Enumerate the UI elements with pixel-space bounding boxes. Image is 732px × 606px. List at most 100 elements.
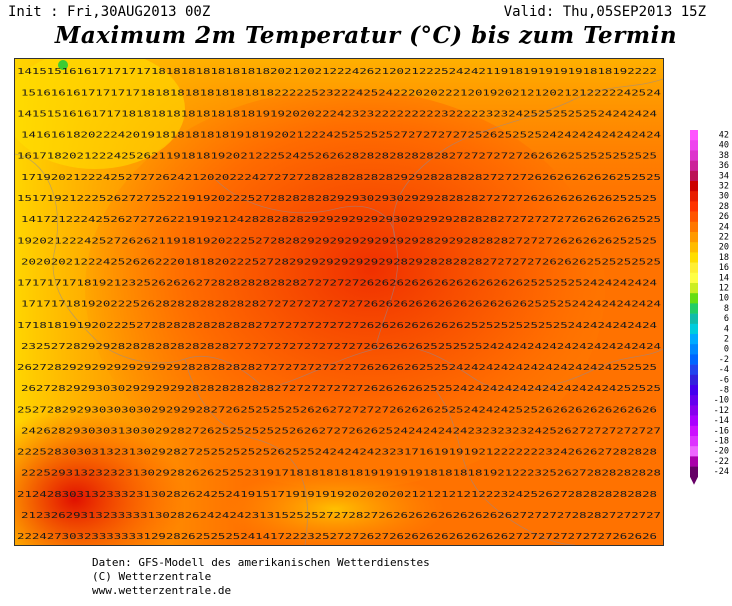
legend-label: 6 <box>724 314 729 324</box>
legend-swatch <box>690 272 698 284</box>
legend-label: 8 <box>724 304 729 314</box>
legend-swatch <box>690 303 698 314</box>
legend-swatch <box>690 374 698 386</box>
legend-label: -6 <box>719 375 729 385</box>
legend-label: -14 <box>714 416 729 426</box>
legend-swatch <box>690 436 698 447</box>
temperature-value-row: 1920212224252726262119181920222527282829… <box>17 236 657 245</box>
legend-label: -22 <box>714 457 729 467</box>
legend-swatch <box>690 150 698 161</box>
legend-label: 14 <box>719 273 729 283</box>
legend-swatch <box>690 344 698 355</box>
legend-swatch <box>690 323 698 335</box>
legend-label: -4 <box>719 365 729 375</box>
country-borders <box>15 78 663 545</box>
legend-label: 2 <box>724 335 729 345</box>
copyright-line: (C) Wetterzentrale <box>92 570 212 583</box>
legend-swatch <box>690 191 698 202</box>
temperature-map-canvas: 1415151616171717171818181818181818202120… <box>15 59 663 545</box>
temperature-value-row: 2124283031323332313028262425241915171919… <box>17 490 657 499</box>
legend-swatch <box>690 405 698 416</box>
legend-swatch <box>690 130 698 141</box>
legend-swatch <box>690 181 698 192</box>
legend-swatch <box>690 385 698 396</box>
legend-swatch <box>690 201 698 212</box>
init-time-label: Init : Fri,30AUG2013 00Z <box>8 4 211 20</box>
legend-swatch <box>690 466 698 478</box>
temperature-value-row: 2225283030313231302928272525252525262525… <box>17 448 657 457</box>
website-link[interactable]: www.wetterzentrale.de <box>92 584 232 597</box>
legend-swatch <box>690 456 698 467</box>
legend-label: -24 <box>714 467 729 477</box>
legend-label: 36 <box>719 161 729 171</box>
temperature-value-row: 2225293132323231302928262625252319171818… <box>21 469 661 478</box>
legend-label: -16 <box>714 426 729 436</box>
legend-swatch <box>690 252 698 263</box>
legend-swatch <box>690 446 698 457</box>
legend-swatch <box>690 242 698 253</box>
legend-label: 24 <box>719 222 729 232</box>
temperature-value-row: 1516161617171717181818181818181818222225… <box>21 88 661 97</box>
temperature-value-row: 1415151616171718181818181818181819192020… <box>17 109 657 118</box>
temperature-value-row: 1517192122252627272522191920222527282828… <box>17 194 657 203</box>
legend-swatch <box>690 293 698 304</box>
legend-label: -2 <box>719 355 729 365</box>
legend-label: -20 <box>714 447 729 457</box>
legend-swatch <box>690 140 698 151</box>
legend-label: 28 <box>719 202 729 212</box>
temperature-value-row: 2020202122242526262220181820222527282929… <box>21 257 661 266</box>
temperature-value-row: 2627282929292929292929282828282827272727… <box>17 363 657 372</box>
legend-label: 10 <box>719 294 729 304</box>
temperature-map: 1415151616171717171818181818181818202120… <box>14 58 664 546</box>
legend-label: -12 <box>714 406 729 416</box>
legend-label: 34 <box>719 171 729 181</box>
legend-label: 38 <box>719 151 729 161</box>
legend-label: 18 <box>719 253 729 263</box>
legend-swatch <box>690 313 698 325</box>
temperature-value-row: 1719202122242527272624212020222427272728… <box>21 173 661 182</box>
cold-spot-marker <box>58 60 68 70</box>
temperature-value-row: 2123262931323333313028262424242313152525… <box>21 511 661 520</box>
legend-swatch <box>690 415 698 427</box>
temperature-value-row: 1416161820222420191818181818191819202122… <box>21 131 661 140</box>
legend-label: 40 <box>719 141 729 151</box>
legend-label: 42 <box>719 131 729 141</box>
footer-credits: Daten: GFS-Modell des amerikanischen Wet… <box>92 556 430 598</box>
temperature-value-row: 2527282929303030302929292827262525252526… <box>17 405 657 414</box>
legend-label: -10 <box>714 396 729 406</box>
data-source-line: Daten: GFS-Modell des amerikanischen Wet… <box>92 556 430 569</box>
legend-swatch <box>690 425 698 437</box>
legend-swatch <box>690 170 698 182</box>
valid-time-label: Valid: Thu,05SEP2013 15Z <box>503 4 706 20</box>
legend-label: 12 <box>719 284 729 294</box>
legend-swatch <box>690 364 698 376</box>
temperature-value-row: 2325272829292828282828282828272727272727… <box>21 342 661 351</box>
legend-swatch <box>690 262 698 274</box>
temperature-value-row: 2627282929303029292929282828282828272727… <box>21 384 661 393</box>
temperature-value-row: 2426282930303130302928272625252525252626… <box>21 426 661 435</box>
legend-swatch <box>690 354 698 365</box>
legend-label: 32 <box>719 182 729 192</box>
temperature-value-row: 1718181919202225272828282828282827272727… <box>17 321 657 330</box>
legend-label: 16 <box>719 263 729 273</box>
legend-label: 30 <box>719 192 729 202</box>
legend-label: 0 <box>724 345 729 355</box>
legend-swatch <box>690 283 698 294</box>
legend-swatch <box>690 221 698 233</box>
legend-swatch <box>690 232 698 243</box>
legend-label: 20 <box>719 243 729 253</box>
legend-arrow <box>690 476 698 485</box>
legend-swatch <box>690 334 698 345</box>
legend-swatch <box>690 395 698 406</box>
temperature-value-row: 1717171819202225262828282828282827272727… <box>21 300 661 309</box>
temperature-value-row: 1415151616171717171818181818181818202120… <box>17 67 657 76</box>
legend-label: 22 <box>719 233 729 243</box>
temperature-value-row: 1617182021222425262119181819202122252425… <box>17 152 657 161</box>
temperature-values: 1415151616171717171818181818181818202120… <box>17 67 661 541</box>
legend-label: -8 <box>719 386 729 396</box>
color-legend: 424038363432302826242220181614121086420-… <box>690 130 729 485</box>
legend-label: 26 <box>719 212 729 222</box>
temperature-value-row: 2224273032333333312928262525252414172223… <box>17 532 657 541</box>
legend-label: -18 <box>714 437 729 447</box>
legend-label: 4 <box>724 324 729 334</box>
